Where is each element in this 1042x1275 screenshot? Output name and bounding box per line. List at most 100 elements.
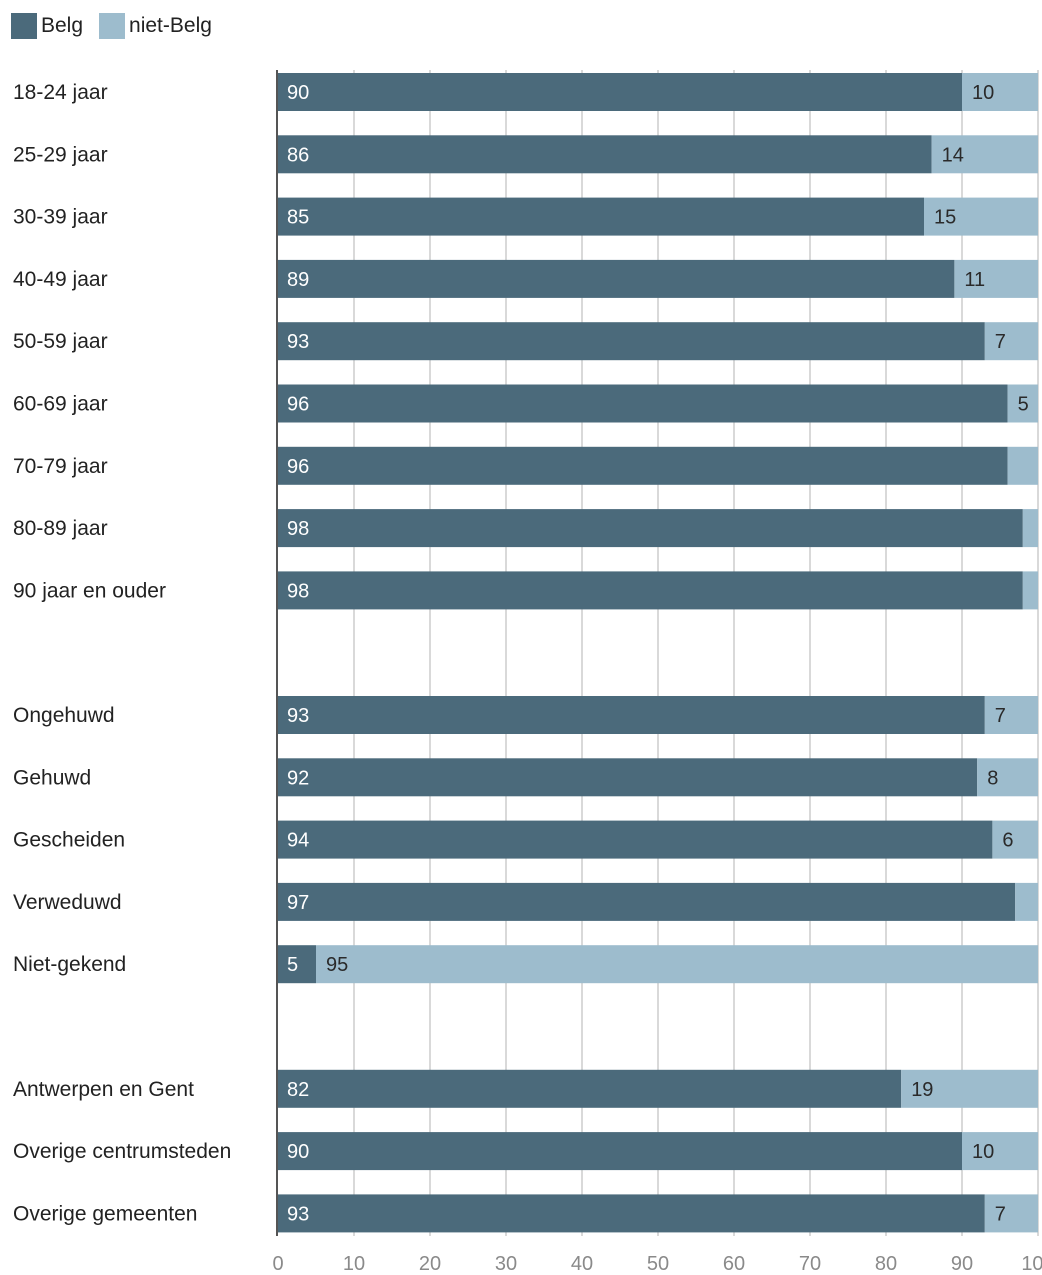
- bar-niet-belg-70-79-jaar: [1007, 446, 1038, 485]
- legend-item-belg: Belg: [11, 12, 83, 40]
- legend-item-niet-belg: niet-Belg: [99, 12, 212, 40]
- x-tick-label-20: 20: [419, 1253, 441, 1275]
- bar-belg-40-49-jaar: [278, 259, 955, 298]
- category-label-60-69-jaar: 60-69 jaar: [13, 393, 108, 416]
- category-label-18-24-jaar: 18-24 jaar: [13, 81, 108, 104]
- data-label-niet-belg-40-49-jaar: 11: [964, 269, 985, 291]
- bar-belg-ongehuwd: [278, 696, 985, 734]
- bar-niet-belg-30-39-jaar: [924, 197, 1038, 236]
- data-label-niet-belg-ongehuwd: 7: [995, 705, 1006, 727]
- bar-belg-verweduwd: [278, 882, 1016, 921]
- data-label-niet-belg-niet-gekend: 95: [326, 954, 348, 976]
- bar-belg-gehuwd: [278, 758, 978, 797]
- bar-niet-belg-gehuwd: [977, 758, 1038, 797]
- data-label-belg-70-79-jaar: 96: [287, 456, 309, 478]
- bar-belg-70-79-jaar: [278, 446, 1008, 485]
- x-tick-label-10: 10: [343, 1253, 365, 1275]
- x-tick-label-0: 0: [272, 1253, 283, 1275]
- data-label-belg-18-24-jaar: 90: [287, 82, 309, 104]
- bar-niet-belg-60-69-jaar: [1007, 384, 1038, 423]
- x-tick-label-90: 90: [951, 1253, 973, 1275]
- bar-belg-overige-centrumsteden: [278, 1132, 962, 1171]
- bar-niet-belg-25-29-jaar: [931, 135, 1038, 174]
- bar-belg-50-59-jaar: [278, 322, 985, 361]
- legend-label-niet-belg: niet-Belg: [129, 14, 212, 37]
- bar-niet-belg-overige-gemeenten: [984, 1194, 1038, 1233]
- category-label-40-49-jaar: 40-49 jaar: [13, 268, 108, 291]
- bar-niet-belg-gescheiden: [992, 820, 1038, 859]
- data-label-belg-antwerpen-en-gent: 82: [287, 1079, 309, 1101]
- bar-niet-belg-50-59-jaar: [984, 322, 1038, 361]
- data-label-belg-gescheiden: 94: [287, 830, 309, 852]
- bar-niet-belg-verweduwd: [1015, 882, 1038, 921]
- x-tick-label-40: 40: [571, 1253, 593, 1275]
- bar-belg-antwerpen-en-gent: [278, 1069, 902, 1108]
- data-label-belg-gehuwd: 92: [287, 767, 309, 789]
- chart-legend: Belg niet-Belg: [11, 12, 228, 40]
- data-label-niet-belg-60-69-jaar: 5: [1018, 394, 1029, 416]
- bar-niet-belg-antwerpen-en-gent: [901, 1069, 1038, 1108]
- x-tick-label-70: 70: [799, 1253, 821, 1275]
- data-label-belg-overige-centrumsteden: 90: [287, 1141, 309, 1163]
- data-label-belg-60-69-jaar: 96: [287, 394, 309, 416]
- category-label-80-89-jaar: 80-89 jaar: [13, 517, 108, 540]
- bar-belg-25-29-jaar: [278, 135, 932, 174]
- category-label-verweduwd: Verweduwd: [13, 891, 122, 914]
- bar-niet-belg-niet-gekend: [316, 945, 1038, 984]
- bar-niet-belg-overige-centrumsteden: [962, 1132, 1038, 1171]
- legend-swatch-niet-belg: [99, 13, 126, 39]
- legend-swatch-belg: [11, 13, 37, 39]
- bar-niet-belg-40-49-jaar: [954, 259, 1038, 298]
- data-label-belg-overige-gemeenten: 93: [287, 1203, 309, 1225]
- data-label-belg-verweduwd: 97: [287, 892, 309, 914]
- x-tick-label-30: 30: [495, 1253, 517, 1275]
- category-label-ongehuwd: Ongehuwd: [13, 704, 115, 727]
- data-label-niet-belg-50-59-jaar: 7: [995, 331, 1006, 353]
- category-label-25-29-jaar: 25-29 jaar: [13, 143, 108, 166]
- category-label-antwerpen-en-gent: Antwerpen en Gent: [13, 1078, 194, 1101]
- data-label-belg-niet-gekend: 5: [287, 954, 298, 976]
- bar-belg-90-jaar-en-ouder: [278, 571, 1023, 610]
- category-label-gehuwd: Gehuwd: [13, 766, 91, 789]
- category-label-90-jaar-en-ouder: 90 jaar en ouder: [13, 579, 166, 602]
- bar-belg-80-89-jaar: [278, 509, 1023, 548]
- bar-belg-overige-gemeenten: [278, 1194, 985, 1233]
- data-label-belg-40-49-jaar: 89: [287, 269, 309, 291]
- bar-niet-belg-80-89-jaar: [1022, 509, 1038, 548]
- category-label-overige-gemeenten: Overige gemeenten: [13, 1202, 197, 1225]
- category-label-overige-centrumsteden: Overige centrumsteden: [13, 1140, 231, 1163]
- bar-niet-belg-90-jaar-en-ouder: [1022, 571, 1038, 610]
- data-label-belg-25-29-jaar: 86: [287, 144, 309, 166]
- data-label-niet-belg-antwerpen-en-gent: 19: [911, 1079, 933, 1101]
- data-label-niet-belg-overige-gemeenten: 7: [995, 1203, 1006, 1225]
- bar-belg-60-69-jaar: [278, 384, 1008, 423]
- data-label-belg-30-39-jaar: 85: [287, 207, 309, 229]
- data-label-belg-80-89-jaar: 98: [287, 518, 309, 540]
- x-tick-label-60: 60: [723, 1253, 745, 1275]
- category-label-70-79-jaar: 70-79 jaar: [13, 455, 108, 478]
- data-label-niet-belg-gehuwd: 8: [987, 767, 998, 789]
- x-tick-label-50: 50: [647, 1253, 669, 1275]
- data-label-niet-belg-25-29-jaar: 14: [942, 144, 964, 166]
- x-tick-label-100: 100: [1021, 1253, 1042, 1275]
- data-label-niet-belg-overige-centrumsteden: 10: [972, 1141, 994, 1163]
- data-label-niet-belg-gescheiden: 6: [1002, 830, 1013, 852]
- x-tick-label-80: 80: [875, 1253, 897, 1275]
- data-label-belg-50-59-jaar: 93: [287, 331, 309, 353]
- bar-belg-niet-gekend: [278, 945, 316, 984]
- category-label-gescheiden: Gescheiden: [13, 829, 125, 852]
- data-label-niet-belg-30-39-jaar: 15: [934, 207, 956, 229]
- bar-niet-belg-18-24-jaar: [962, 73, 1038, 111]
- bar-belg-gescheiden: [278, 820, 993, 859]
- bar-niet-belg-ongehuwd: [984, 696, 1038, 734]
- category-label-30-39-jaar: 30-39 jaar: [13, 206, 108, 229]
- data-label-belg-90-jaar-en-ouder: 98: [287, 580, 309, 602]
- category-label-niet-gekend: Niet-gekend: [13, 953, 126, 976]
- bar-belg-18-24-jaar: [278, 73, 962, 111]
- legend-label-belg: Belg: [41, 14, 84, 37]
- data-label-belg-ongehuwd: 93: [287, 705, 309, 727]
- data-label-niet-belg-18-24-jaar: 10: [972, 82, 994, 104]
- bar-belg-30-39-jaar: [278, 197, 924, 236]
- category-label-50-59-jaar: 50-59 jaar: [13, 330, 108, 353]
